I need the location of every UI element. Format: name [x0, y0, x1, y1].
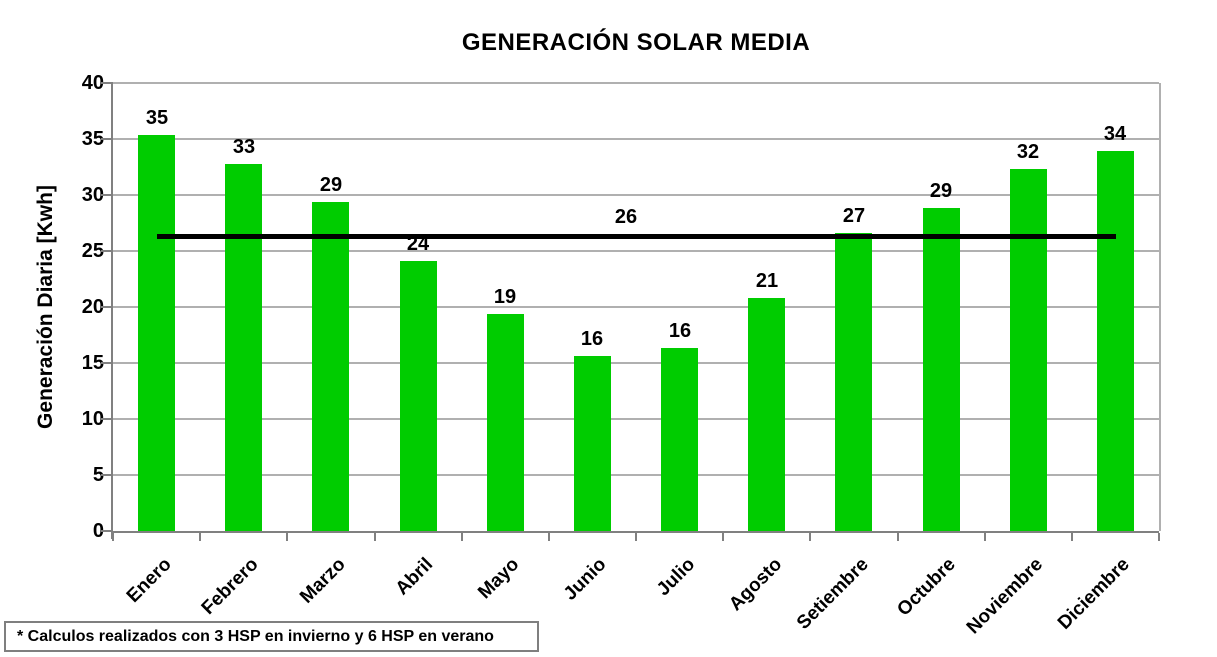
- footnote-text: * Calculos realizados con 3 HSP en invie…: [17, 628, 494, 645]
- x-tick-3: [374, 533, 376, 541]
- x-tick-0: [112, 533, 114, 541]
- x-tick-1: [199, 533, 201, 541]
- average-line: [157, 234, 1116, 239]
- bar-junio: [574, 356, 611, 531]
- plot-right-border: [1159, 83, 1161, 531]
- y-tick-label-20: 20: [81, 296, 104, 318]
- y-tick-5: [101, 474, 113, 476]
- bar-febrero: [225, 164, 262, 531]
- bar-value-label-marzo: 29: [319, 174, 343, 196]
- bar-value-label-enero: 35: [145, 107, 169, 129]
- bar-value-label-junio: 16: [580, 328, 604, 350]
- y-tick-0: [101, 530, 113, 532]
- y-gridline-30: [113, 194, 1159, 196]
- x-category-label-junio: Junio: [560, 554, 611, 605]
- bar-value-label-julio: 16: [668, 320, 692, 342]
- y-tick-25: [101, 250, 113, 252]
- bar-diciembre: [1097, 151, 1134, 531]
- y-gridline-15: [113, 362, 1159, 364]
- bar-value-label-octubre: 29: [929, 180, 953, 202]
- y-tick-label-5: 5: [92, 464, 104, 486]
- x-category-label-octubre: Octubre: [893, 554, 960, 621]
- bar-value-label-abril: 24: [406, 233, 430, 255]
- y-tick-label-0: 0: [92, 520, 104, 542]
- y-gridline-5: [113, 474, 1159, 476]
- x-category-label-setiembre: Setiembre: [793, 554, 873, 634]
- x-category-label-febrero: Febrero: [197, 554, 263, 619]
- y-tick-label-40: 40: [81, 72, 104, 94]
- y-gridline-10: [113, 418, 1159, 420]
- x-category-label-agosto: Agosto: [724, 554, 786, 616]
- y-tick-label-25: 25: [81, 240, 104, 262]
- y-tick-20: [101, 306, 113, 308]
- bar-value-label-setiembre: 27: [842, 205, 866, 227]
- bar-value-label-agosto: 21: [755, 270, 779, 292]
- x-category-label-marzo: Marzo: [296, 554, 350, 608]
- y-gridline-20: [113, 306, 1159, 308]
- bar-value-label-noviembre: 32: [1016, 141, 1040, 163]
- x-axis-line: [111, 531, 1159, 533]
- x-category-label-julio: Julio: [652, 554, 699, 601]
- bar-value-label-diciembre: 34: [1103, 123, 1127, 145]
- x-tick-10: [984, 533, 986, 541]
- average-line-label: 26: [614, 206, 638, 228]
- x-tick-5: [548, 533, 550, 541]
- x-tick-4: [461, 533, 463, 541]
- x-tick-12: [1158, 533, 1160, 541]
- y-tick-label-30: 30: [81, 184, 104, 206]
- y-gridline-35: [113, 138, 1159, 140]
- y-gridline-25: [113, 250, 1159, 252]
- bar-marzo: [312, 202, 349, 531]
- x-tick-6: [635, 533, 637, 541]
- y-gridline-40: [113, 82, 1159, 84]
- bar-abril: [400, 261, 437, 531]
- x-category-label-enero: Enero: [122, 554, 176, 607]
- bar-noviembre: [1010, 169, 1047, 531]
- y-tick-label-35: 35: [81, 128, 104, 150]
- x-tick-8: [809, 533, 811, 541]
- x-tick-9: [897, 533, 899, 541]
- y-axis-line: [111, 83, 113, 539]
- y-tick-label-10: 10: [81, 408, 104, 430]
- x-tick-7: [722, 533, 724, 541]
- x-category-label-diciembre: Diciembre: [1054, 554, 1134, 634]
- chart-title: GENERACIÓN SOLAR MEDIA: [461, 29, 811, 56]
- bar-octubre: [923, 208, 960, 531]
- bar-value-label-mayo: 19: [493, 286, 517, 308]
- bar-mayo: [487, 314, 524, 531]
- y-tick-35: [101, 138, 113, 140]
- x-category-label-mayo: Mayo: [474, 554, 524, 604]
- bar-setiembre: [835, 233, 872, 531]
- y-tick-10: [101, 418, 113, 420]
- y-tick-15: [101, 362, 113, 364]
- x-tick-11: [1071, 533, 1073, 541]
- bar-value-label-febrero: 33: [232, 136, 256, 158]
- x-category-label-noviembre: Noviembre: [962, 554, 1047, 639]
- y-tick-label-15: 15: [81, 352, 104, 374]
- bar-agosto: [748, 298, 785, 531]
- footnote: * Calculos realizados con 3 HSP en invie…: [4, 621, 539, 652]
- y-tick-40: [101, 82, 113, 84]
- y-tick-30: [101, 194, 113, 196]
- x-category-label-abril: Abril: [391, 554, 437, 600]
- x-tick-2: [286, 533, 288, 541]
- bar-enero: [138, 135, 175, 531]
- bar-julio: [661, 348, 698, 531]
